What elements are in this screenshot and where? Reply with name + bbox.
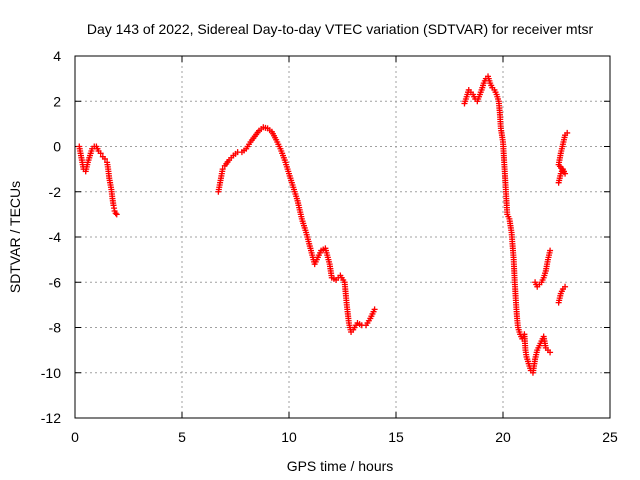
x-axis-label: GPS time / hours (287, 458, 394, 474)
x-tick-label: 0 (71, 429, 79, 445)
data-point (219, 166, 226, 173)
y-tick-label: -4 (49, 229, 62, 245)
data-point (371, 306, 378, 313)
data-point (547, 349, 554, 356)
plot-frame (74, 55, 611, 419)
y-tick-label: -2 (49, 184, 62, 200)
data-points (76, 73, 571, 376)
y-tick-label: 0 (53, 139, 61, 155)
x-tick-label: 15 (388, 429, 404, 445)
data-point (564, 129, 571, 136)
x-tick-label: 25 (602, 429, 618, 445)
y-tick-label: 2 (53, 93, 61, 109)
y-tick-label: -6 (49, 274, 62, 290)
x-tick-label: 20 (495, 429, 511, 445)
x-tick-label: 5 (178, 429, 186, 445)
data-point (562, 283, 569, 290)
chart-title: Day 143 of 2022, Sidereal Day-to-day VTE… (87, 21, 594, 37)
y-tick-label: -8 (49, 320, 62, 336)
y-tick-label: -10 (41, 365, 61, 381)
y-tick-label: 4 (53, 48, 61, 64)
data-point (113, 211, 120, 218)
data-point (97, 150, 104, 157)
data-point (112, 210, 119, 217)
y-tick-label: -12 (41, 410, 61, 426)
y-axis-label: SDTVAR / TECUs (7, 181, 23, 293)
x-tick-label: 10 (281, 429, 297, 445)
data-point (547, 247, 554, 254)
data-point (101, 155, 108, 162)
